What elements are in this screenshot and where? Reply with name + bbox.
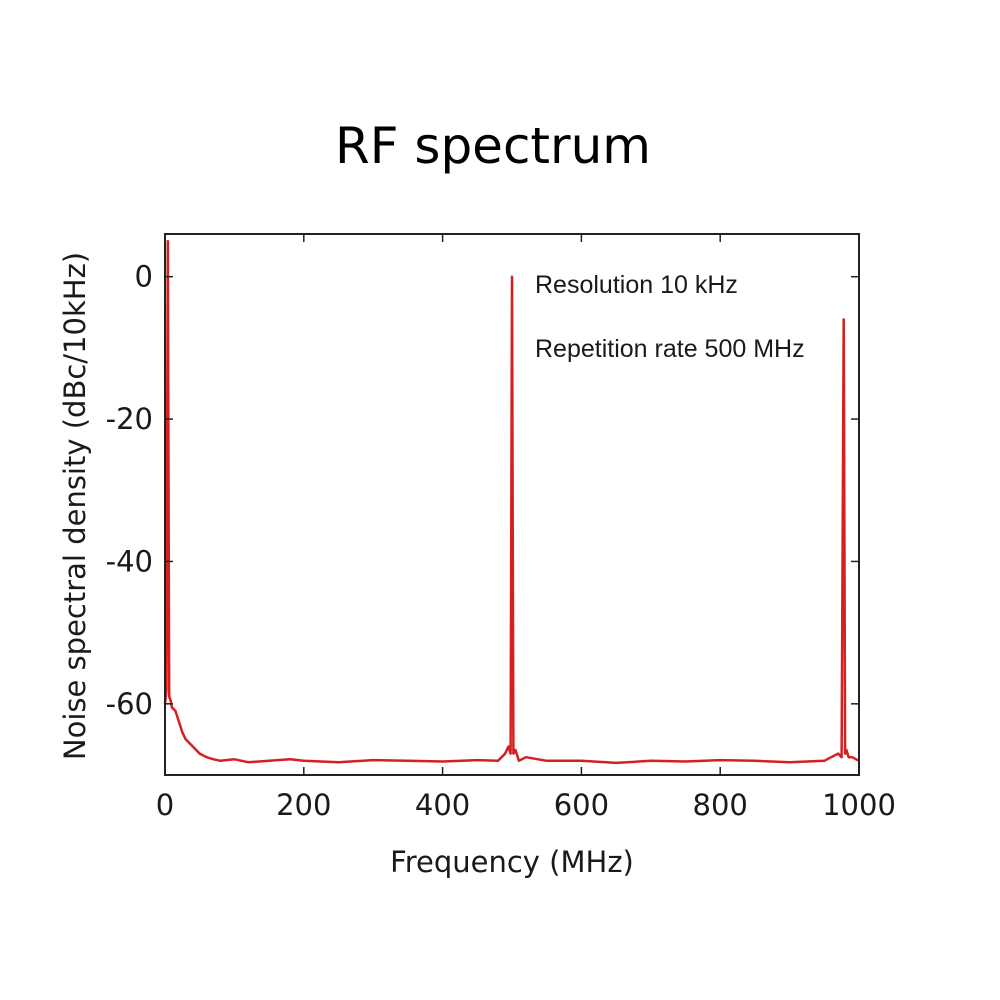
y-tick-label: -40	[106, 544, 153, 578]
x-tick-label: 600	[554, 788, 609, 822]
annotation-resolution: Resolution 10 kHz	[535, 271, 738, 299]
plot-area	[163, 239, 860, 765]
x-tick-label: 1000	[822, 788, 896, 822]
y-tick-label: -60	[106, 687, 153, 721]
annotation-repetition-rate: Repetition rate 500 MHz	[535, 335, 805, 363]
y-tick-label: -20	[106, 402, 153, 436]
y-axis: 0 -20 -40 -60	[106, 260, 859, 721]
series-line-0	[163, 239, 860, 765]
y-tick-label: 0	[135, 260, 153, 294]
x-tick-label: 200	[276, 788, 331, 822]
plot-frame	[164, 233, 860, 776]
x-tick-label: 800	[693, 788, 748, 822]
y-axis-label: Noise spectral density (dBc/10kHz)	[58, 252, 92, 760]
x-axis-label: Frequency (MHz)	[390, 845, 634, 879]
x-tick-label: 400	[415, 788, 470, 822]
x-axis: 0 200 400 600 800 1000	[156, 234, 896, 822]
x-tick-label: 0	[156, 788, 174, 822]
chart-title: RF spectrum	[335, 117, 651, 175]
